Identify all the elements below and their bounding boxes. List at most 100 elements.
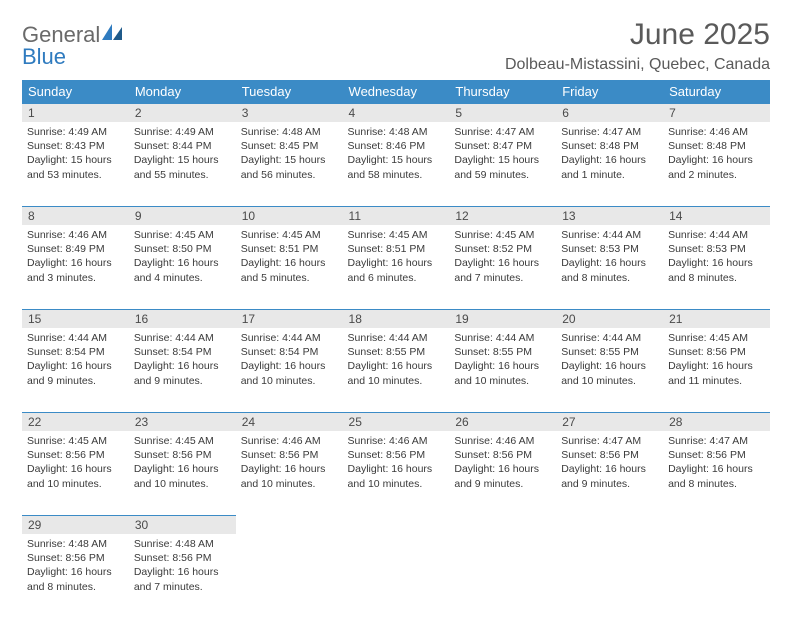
daylight-line1: Daylight: 16 hours <box>27 359 124 373</box>
sunrise-text: Sunrise: 4:47 AM <box>561 434 658 448</box>
sunset-text: Sunset: 8:56 PM <box>27 448 124 462</box>
day-number: 8 <box>22 206 129 225</box>
daynum-row: 1234567 <box>22 103 770 122</box>
daylight-line1: Daylight: 16 hours <box>561 153 658 167</box>
day-cell: Sunrise: 4:45 AMSunset: 8:50 PMDaylight:… <box>129 225 236 291</box>
daycontent-row: Sunrise: 4:44 AMSunset: 8:54 PMDaylight:… <box>22 328 770 412</box>
daylight-line2: and 11 minutes. <box>668 374 765 388</box>
sunset-text: Sunset: 8:56 PM <box>561 448 658 462</box>
sunset-text: Sunset: 8:47 PM <box>454 139 551 153</box>
sunrise-text: Sunrise: 4:44 AM <box>134 331 231 345</box>
daylight-line1: Daylight: 16 hours <box>668 153 765 167</box>
empty-cell <box>556 515 663 534</box>
sunrise-text: Sunrise: 4:49 AM <box>27 125 124 139</box>
header: General Blue June 2025 Dolbeau-Mistassin… <box>22 18 770 74</box>
day-cell: Sunrise: 4:44 AMSunset: 8:54 PMDaylight:… <box>22 328 129 394</box>
sunset-text: Sunset: 8:54 PM <box>27 345 124 359</box>
day-cell: Sunrise: 4:49 AMSunset: 8:43 PMDaylight:… <box>22 122 129 188</box>
sunrise-text: Sunrise: 4:46 AM <box>668 125 765 139</box>
sunset-text: Sunset: 8:56 PM <box>668 448 765 462</box>
day-number: 14 <box>663 206 770 225</box>
sunrise-text: Sunrise: 4:45 AM <box>27 434 124 448</box>
sunset-text: Sunset: 8:43 PM <box>27 139 124 153</box>
sunset-text: Sunset: 8:49 PM <box>27 242 124 256</box>
sunrise-text: Sunrise: 4:45 AM <box>454 228 551 242</box>
sunrise-text: Sunrise: 4:46 AM <box>27 228 124 242</box>
sunset-text: Sunset: 8:45 PM <box>241 139 338 153</box>
sunset-text: Sunset: 8:46 PM <box>348 139 445 153</box>
empty-cell <box>663 534 770 618</box>
weekday-header: Sunday <box>22 80 129 103</box>
weekday-header: Wednesday <box>343 80 450 103</box>
sunrise-text: Sunrise: 4:47 AM <box>454 125 551 139</box>
daylight-line2: and 1 minute. <box>561 168 658 182</box>
sunset-text: Sunset: 8:56 PM <box>454 448 551 462</box>
day-number: 28 <box>663 412 770 431</box>
daylight-line1: Daylight: 16 hours <box>27 462 124 476</box>
day-cell: Sunrise: 4:46 AMSunset: 8:56 PMDaylight:… <box>449 431 556 497</box>
sunrise-text: Sunrise: 4:48 AM <box>134 537 231 551</box>
daylight-line2: and 2 minutes. <box>668 168 765 182</box>
empty-cell <box>449 534 556 618</box>
daylight-line1: Daylight: 16 hours <box>134 256 231 270</box>
sunset-text: Sunset: 8:56 PM <box>241 448 338 462</box>
sunset-text: Sunset: 8:44 PM <box>134 139 231 153</box>
day-number: 19 <box>449 309 556 328</box>
day-number: 25 <box>343 412 450 431</box>
empty-cell <box>449 515 556 534</box>
day-number: 17 <box>236 309 343 328</box>
daylight-line2: and 10 minutes. <box>454 374 551 388</box>
day-cell: Sunrise: 4:44 AMSunset: 8:55 PMDaylight:… <box>449 328 556 394</box>
sunrise-text: Sunrise: 4:48 AM <box>348 125 445 139</box>
daycontent-row: Sunrise: 4:48 AMSunset: 8:56 PMDaylight:… <box>22 534 770 618</box>
weekday-header: Saturday <box>663 80 770 103</box>
daylight-line2: and 10 minutes. <box>241 374 338 388</box>
day-cell: Sunrise: 4:44 AMSunset: 8:55 PMDaylight:… <box>556 328 663 394</box>
daylight-line2: and 58 minutes. <box>348 168 445 182</box>
day-cell: Sunrise: 4:45 AMSunset: 8:56 PMDaylight:… <box>129 431 236 497</box>
daylight-line2: and 55 minutes. <box>134 168 231 182</box>
day-number: 22 <box>22 412 129 431</box>
day-number: 10 <box>236 206 343 225</box>
weekday-header-row: Sunday Monday Tuesday Wednesday Thursday… <box>22 80 770 103</box>
daylight-line1: Daylight: 16 hours <box>348 359 445 373</box>
sunrise-text: Sunrise: 4:45 AM <box>348 228 445 242</box>
daylight-line1: Daylight: 16 hours <box>134 565 231 579</box>
day-cell: Sunrise: 4:45 AMSunset: 8:51 PMDaylight:… <box>236 225 343 291</box>
sunset-text: Sunset: 8:48 PM <box>668 139 765 153</box>
day-cell: Sunrise: 4:47 AMSunset: 8:47 PMDaylight:… <box>449 122 556 188</box>
logo: General Blue <box>22 24 124 68</box>
calendar-table: Sunday Monday Tuesday Wednesday Thursday… <box>22 80 770 618</box>
sunrise-text: Sunrise: 4:47 AM <box>668 434 765 448</box>
daylight-line2: and 56 minutes. <box>241 168 338 182</box>
day-cell: Sunrise: 4:48 AMSunset: 8:46 PMDaylight:… <box>343 122 450 188</box>
sunrise-text: Sunrise: 4:48 AM <box>27 537 124 551</box>
weekday-header: Friday <box>556 80 663 103</box>
sunset-text: Sunset: 8:55 PM <box>561 345 658 359</box>
day-number: 2 <box>129 103 236 122</box>
sunset-text: Sunset: 8:51 PM <box>241 242 338 256</box>
logo-sail-icon <box>102 24 124 46</box>
sunset-text: Sunset: 8:54 PM <box>241 345 338 359</box>
daylight-line1: Daylight: 16 hours <box>241 359 338 373</box>
day-cell: Sunrise: 4:44 AMSunset: 8:54 PMDaylight:… <box>236 328 343 394</box>
sunrise-text: Sunrise: 4:45 AM <box>668 331 765 345</box>
daylight-line1: Daylight: 16 hours <box>348 256 445 270</box>
day-number: 21 <box>663 309 770 328</box>
sunrise-text: Sunrise: 4:49 AM <box>134 125 231 139</box>
sunset-text: Sunset: 8:55 PM <box>348 345 445 359</box>
sunset-text: Sunset: 8:56 PM <box>668 345 765 359</box>
daylight-line1: Daylight: 16 hours <box>348 462 445 476</box>
sunset-text: Sunset: 8:53 PM <box>668 242 765 256</box>
daylight-line1: Daylight: 16 hours <box>27 256 124 270</box>
daylight-line2: and 9 minutes. <box>27 374 124 388</box>
daylight-line2: and 10 minutes. <box>241 477 338 491</box>
sunrise-text: Sunrise: 4:44 AM <box>241 331 338 345</box>
day-number: 18 <box>343 309 450 328</box>
daylight-line1: Daylight: 16 hours <box>668 359 765 373</box>
empty-cell <box>236 515 343 534</box>
daycontent-row: Sunrise: 4:45 AMSunset: 8:56 PMDaylight:… <box>22 431 770 515</box>
daylight-line1: Daylight: 16 hours <box>134 462 231 476</box>
empty-cell <box>343 515 450 534</box>
day-cell: Sunrise: 4:46 AMSunset: 8:48 PMDaylight:… <box>663 122 770 188</box>
